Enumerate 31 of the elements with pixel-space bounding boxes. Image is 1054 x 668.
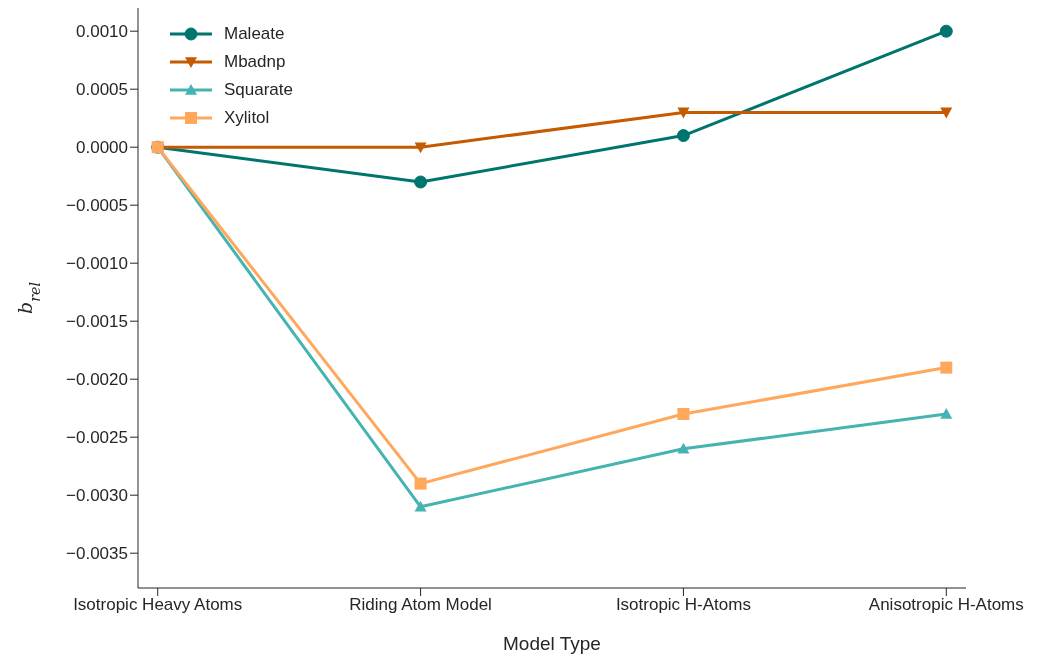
y-tick-label: 0.0000	[76, 138, 128, 158]
x-tick-label: Isotropic Heavy Atoms	[73, 595, 243, 615]
x-axis-title: Model Type	[503, 633, 601, 654]
point	[940, 107, 953, 119]
y-tick-label: −0.0005	[66, 196, 128, 216]
y-tick-label: 0.0010	[76, 22, 128, 42]
y-tick-label: −0.0015	[66, 312, 128, 332]
point	[414, 477, 427, 490]
y-tick-label: −0.0010	[66, 254, 128, 274]
legend-label: Xylitol	[224, 108, 270, 128]
point	[414, 142, 427, 154]
y-tick-label: −0.0030	[66, 486, 128, 506]
point	[940, 408, 953, 419]
point	[677, 442, 690, 454]
y-tick-label: −0.0035	[66, 544, 128, 564]
x-tick-label: Riding Atom Model	[349, 595, 492, 615]
legend-label: Maleate	[224, 24, 285, 44]
point	[414, 175, 428, 189]
legend-label: Squarate	[224, 80, 293, 100]
point	[414, 500, 427, 512]
point	[676, 129, 690, 143]
x-tick-label: Isotropic H-Atoms	[615, 595, 751, 615]
y-tick-label: −0.0020	[66, 370, 128, 390]
y-tick-label: 0.0005	[76, 80, 128, 100]
point	[939, 24, 953, 38]
point	[677, 408, 690, 420]
point	[940, 361, 953, 374]
x-tick-label: Anisotropic H-Atoms	[868, 595, 1024, 615]
legend-label: Mbadnp	[224, 52, 286, 72]
point	[677, 107, 690, 119]
y-tick-label: −0.0025	[66, 428, 128, 448]
